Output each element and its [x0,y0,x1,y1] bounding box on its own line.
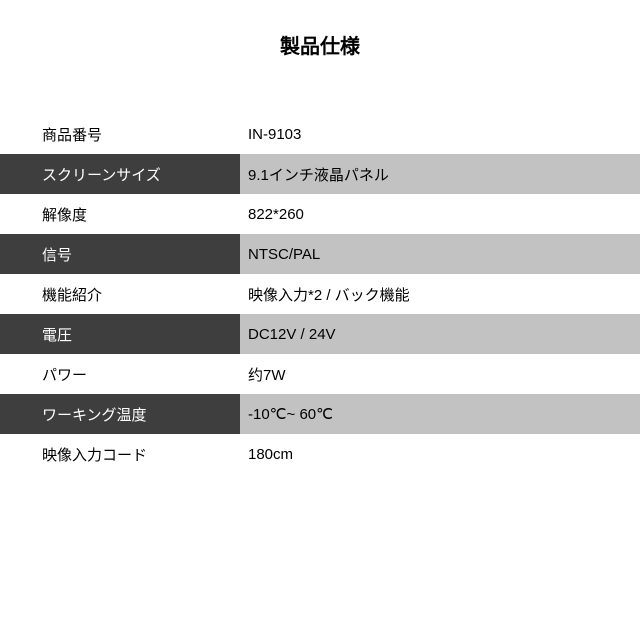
table-row: 解像度 822*260 [0,194,640,234]
spec-label: パワー [0,364,240,385]
spec-label: 機能紹介 [0,284,240,305]
spec-label: 解像度 [0,204,240,225]
table-row: ワーキング温度 -10℃~ 60℃ [0,394,640,434]
spec-value: DC12V / 24V [240,314,640,354]
spec-label: 商品番号 [0,124,240,145]
table-row: パワー 约7W [0,354,640,394]
spec-label: 電圧 [0,314,240,354]
spec-value: 822*260 [240,206,640,223]
table-row: スクリーンサイズ 9.1インチ液晶パネル [0,154,640,194]
table-row: 商品番号 IN-9103 [0,114,640,154]
page-title: 製品仕様 [0,30,640,59]
spec-table: 商品番号 IN-9103 スクリーンサイズ 9.1インチ液晶パネル 解像度 82… [0,114,640,474]
table-row: 機能紹介 映像入力*2 / バック機能 [0,274,640,314]
spec-label: スクリーンサイズ [0,154,240,194]
spec-value: 180cm [240,446,640,463]
spec-label: 信号 [0,234,240,274]
spec-value: 映像入力*2 / バック機能 [240,284,640,305]
spec-label: ワーキング温度 [0,394,240,434]
spec-value: NTSC/PAL [240,234,640,274]
table-row: 信号 NTSC/PAL [0,234,640,274]
spec-value: IN-9103 [240,126,640,143]
spec-value: -10℃~ 60℃ [240,394,640,434]
table-row: 電圧 DC12V / 24V [0,314,640,354]
spec-label: 映像入力コード [0,444,240,465]
spec-value: 约7W [240,364,640,385]
spec-value: 9.1インチ液晶パネル [240,154,640,194]
table-row: 映像入力コード 180cm [0,434,640,474]
